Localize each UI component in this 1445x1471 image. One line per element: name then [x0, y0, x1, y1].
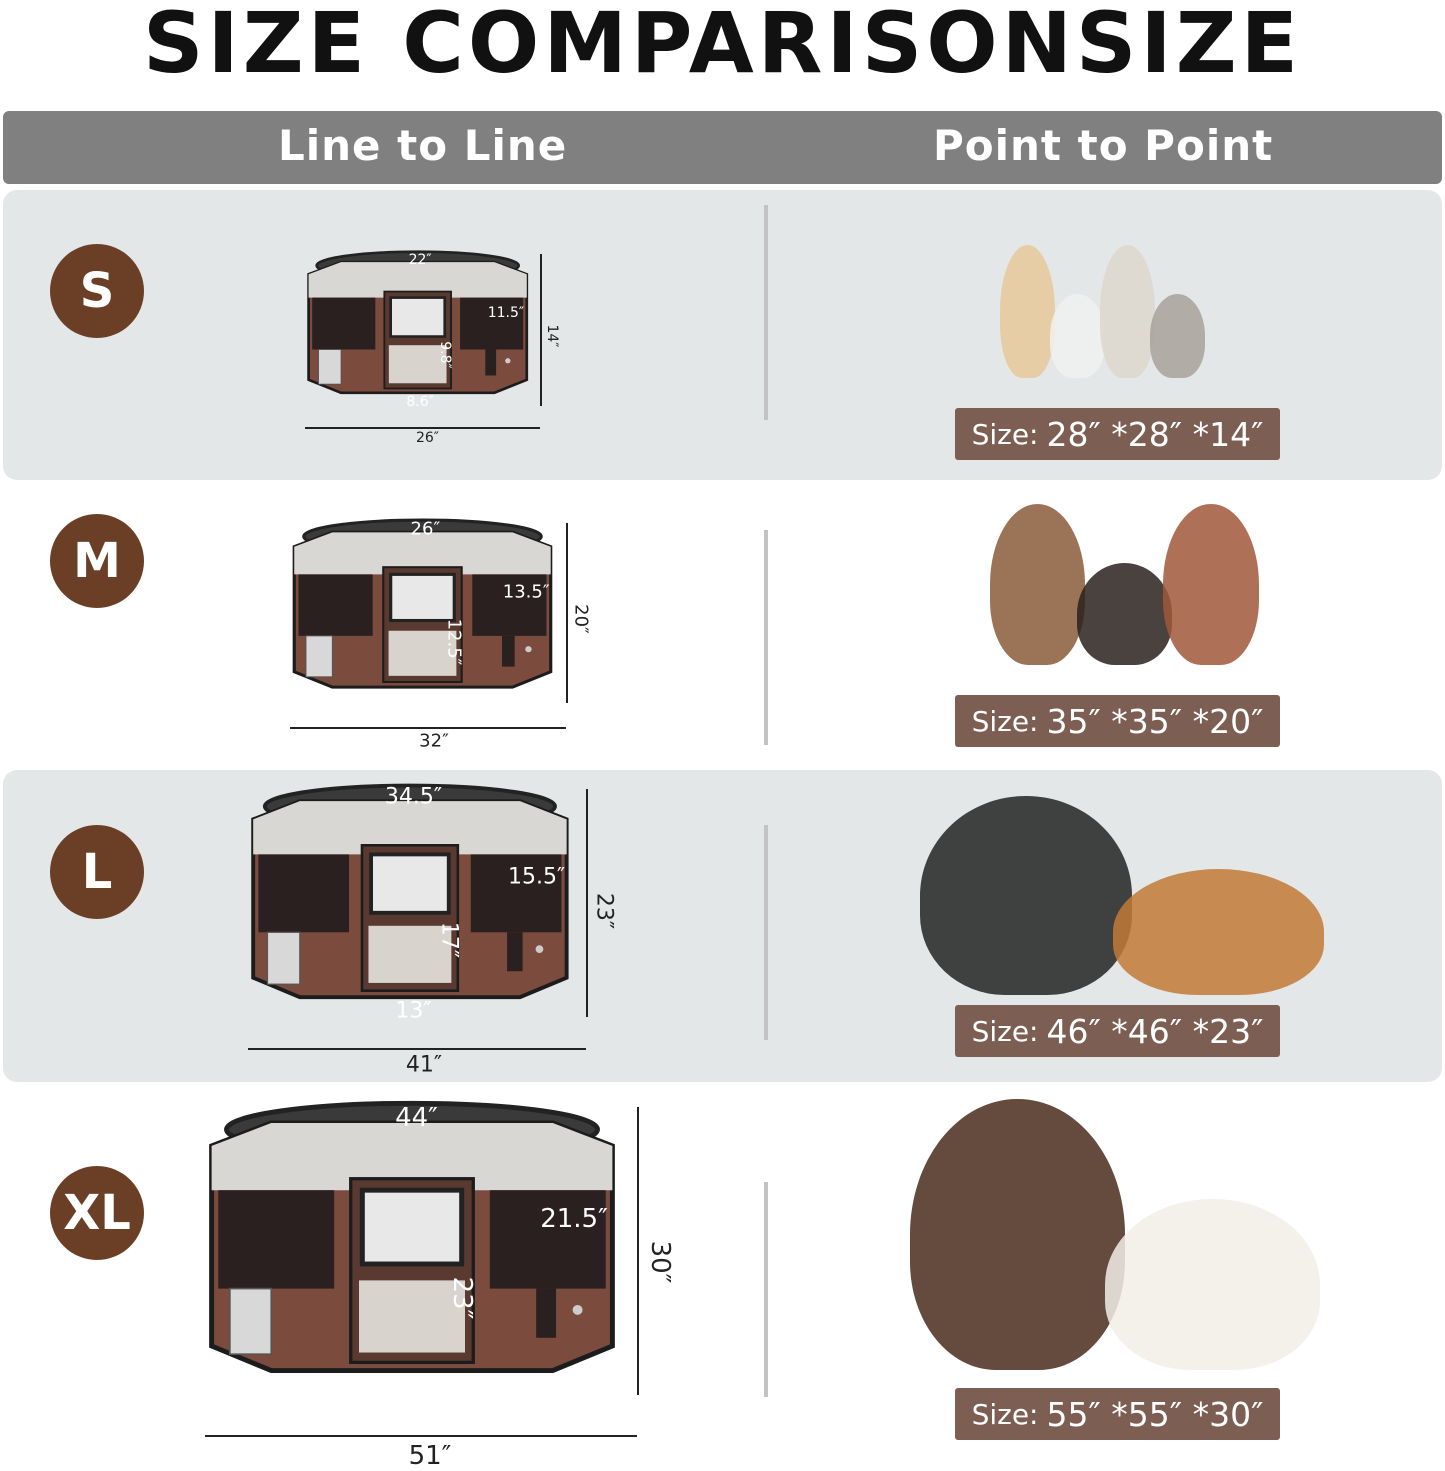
size-tag: Size: 28″ *28″ *14″	[955, 408, 1280, 460]
size-letter: L	[81, 844, 113, 900]
size-tag-label: Size:	[971, 1014, 1039, 1048]
column-header-bar: Line to Line Point to Point	[3, 111, 1442, 184]
side-panel-label: 15.5″	[508, 864, 566, 890]
height-dimension-line	[540, 253, 543, 406]
pet-silhouette	[1100, 245, 1155, 378]
top-diameter-label: 44″	[395, 1103, 438, 1133]
top-diameter-label: 22″	[408, 251, 432, 268]
total-height-label: 30″	[644, 1240, 675, 1284]
size-tag-dimensions: 55″ *55″ *30″	[1046, 1394, 1264, 1434]
height-dimension-line	[566, 522, 569, 703]
size-badge: L	[50, 825, 144, 919]
playpen-diagram: 34.5″ 15.5″ 17″ 13″ 41″ 23″	[248, 783, 616, 1078]
total-width-label: 41″	[405, 1052, 443, 1078]
height-dimension-line	[637, 1107, 639, 1396]
playpen-diagram: 22″ 11.5″ 9.8″ 8.6″ 26″ 14″	[305, 250, 560, 446]
size-letter: XL	[63, 1185, 131, 1241]
door-height-label: 12.5″	[443, 618, 465, 666]
pet-photo	[990, 495, 1259, 665]
top-diameter-label: 34.5″	[384, 784, 443, 810]
column-divider	[764, 205, 768, 420]
header-point-to-point: Point to Point	[933, 121, 1274, 170]
pet-silhouette	[1105, 1199, 1320, 1370]
pet-silhouette	[1112, 869, 1325, 995]
total-height-label: 14″	[544, 323, 561, 348]
width-dimension-line	[248, 1048, 586, 1051]
total-width-label: 32″	[419, 730, 449, 752]
door-height-label: 17″	[436, 921, 462, 958]
width-dimension-line	[205, 1434, 637, 1437]
pet-silhouette	[990, 503, 1086, 665]
size-tag-label: Size:	[971, 704, 1039, 738]
door-width-label: 8.6″	[406, 394, 434, 410]
playpen-image	[305, 250, 530, 417]
total-height-label: 20″	[570, 604, 592, 635]
size-letter: M	[73, 533, 121, 589]
column-divider	[764, 1182, 768, 1397]
side-panel-label: 13.5″	[502, 581, 550, 603]
total-width-label: 51″	[408, 1441, 452, 1471]
side-panel-label: 11.5″	[487, 304, 525, 321]
size-tag-label: Size:	[971, 1397, 1039, 1431]
height-dimension-line	[585, 788, 588, 1017]
size-badge: S	[50, 244, 144, 338]
size-tag: Size: 35″ *35″ *20″	[955, 695, 1280, 747]
size-badge: M	[50, 514, 144, 608]
door-height-label: 23″	[446, 1276, 477, 1320]
playpen-diagram: 44″ 21.5″ 23″ 16.5″ 51″ 30″	[205, 1100, 675, 1471]
pet-silhouette	[1076, 563, 1172, 665]
total-width-label: 26″	[415, 430, 440, 447]
width-dimension-line	[305, 426, 541, 429]
size-tag: Size: 55″ *55″ *30″	[955, 1388, 1280, 1440]
total-height-label: 23″	[591, 893, 617, 930]
width-dimension-line	[290, 727, 567, 730]
playpen-image	[205, 1100, 619, 1417]
size-tag-label: Size:	[971, 417, 1039, 451]
top-diameter-label: 26″	[410, 518, 441, 540]
door-width-label: 13″	[395, 998, 432, 1024]
playpen-diagram: 26″ 13.5″ 12.5″ 10″ 32″ 20″	[290, 518, 591, 751]
size-letter: S	[79, 263, 115, 319]
door-height-label: 9.8″	[436, 340, 453, 369]
size-tag-dimensions: 35″ *35″ *20″	[1046, 701, 1264, 741]
door-width-label: 10″	[410, 687, 441, 709]
column-divider	[764, 530, 768, 745]
size-tag: Size: 46″ *46″ *23″	[955, 1005, 1280, 1057]
pet-photo	[920, 785, 1325, 995]
header-line-to-line: Line to Line	[278, 121, 568, 170]
page-title: SIZE COMPARISONSIZE	[143, 0, 1302, 92]
pet-silhouette	[1050, 294, 1105, 378]
pet-photo	[1000, 238, 1205, 378]
playpen-image	[290, 518, 555, 716]
size-tag-dimensions: 46″ *46″ *23″	[1046, 1011, 1264, 1051]
pet-photo	[910, 1085, 1320, 1370]
playpen-image	[248, 783, 572, 1034]
side-panel-label: 21.5″	[540, 1203, 608, 1234]
pet-silhouette	[910, 1099, 1125, 1370]
pet-silhouette	[1163, 503, 1259, 665]
pet-silhouette	[920, 795, 1132, 995]
pet-silhouette	[1150, 294, 1205, 378]
door-width-label: 16.5″	[382, 1373, 451, 1403]
column-divider	[764, 825, 768, 1040]
size-badge: XL	[50, 1166, 144, 1260]
size-tag-dimensions: 28″ *28″ *14″	[1046, 414, 1264, 454]
pet-silhouette	[1000, 245, 1055, 378]
